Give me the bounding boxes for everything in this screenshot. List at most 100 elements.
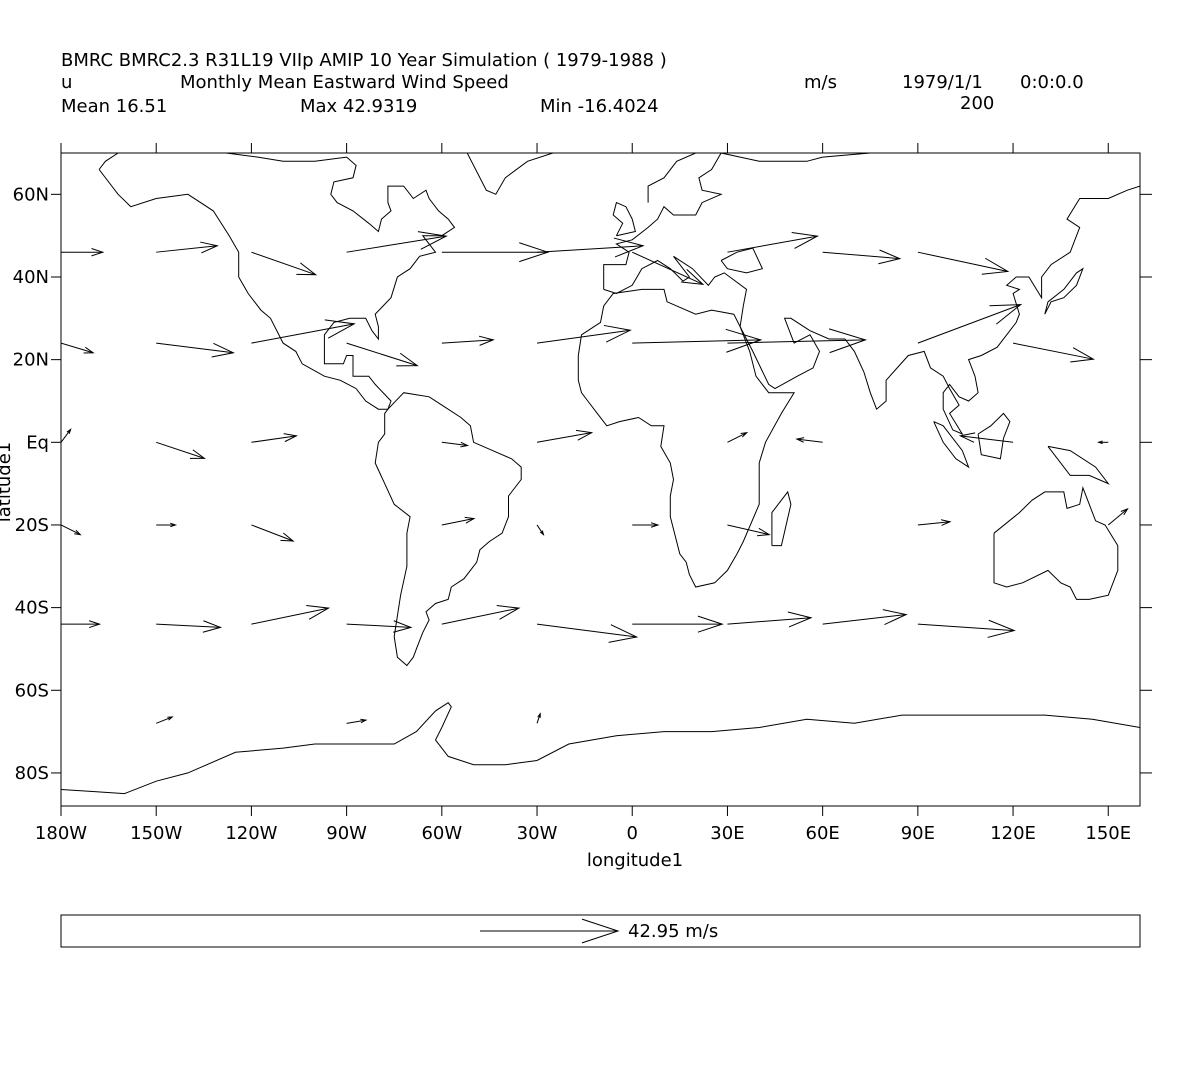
variable-name: u: [61, 72, 73, 93]
coastline-arabia-asia: [739, 185, 1140, 436]
wind-vector-5: [536, 237, 645, 258]
coastline-britain: [612, 201, 637, 237]
lat-tick-label: 60N: [13, 184, 49, 205]
wind-vector-45: [727, 611, 813, 628]
wind-vector-22: [251, 433, 298, 443]
wind-vector-32: [441, 516, 476, 526]
wind-vector-47: [917, 619, 1016, 638]
coastline-mediterranean-north: [603, 255, 748, 327]
wind-vector-18: [917, 303, 1023, 344]
wind-vector-39: [156, 620, 223, 633]
run-title: BMRC BMRC2.3 R31L19 VIIp AMIP 10 Year Si…: [61, 50, 667, 71]
coastline-antarctica: [61, 702, 1140, 795]
wind-vector-0: [61, 247, 105, 257]
wind-vector-1: [156, 241, 219, 254]
lat-tick-label: 80S: [15, 763, 49, 784]
units-label: m/s: [804, 72, 837, 93]
wind-vector-49: [346, 718, 368, 724]
wind-vector-29: [61, 524, 82, 536]
wind-vector-9: [917, 251, 1010, 275]
coastline-borneo: [977, 412, 1011, 460]
wind-vector-48: [156, 716, 174, 724]
lon-tick-label: 120W: [225, 823, 277, 844]
wind-vector-3: [346, 231, 448, 253]
wind-vector-25: [727, 431, 749, 443]
wind-vector-11: [156, 342, 235, 358]
wind-vector-50: [536, 712, 541, 724]
coastline-madagascar: [771, 490, 792, 547]
coastline-new-guinea: [1047, 445, 1110, 485]
wind-vectors: [61, 231, 1129, 724]
lon-tick-label: 120E: [990, 823, 1036, 844]
max-label: Max 42.9319: [300, 96, 418, 117]
lat-tick-label: Eq: [26, 432, 49, 453]
x-axis-title: longitude1: [587, 850, 683, 871]
lon-tick-label: 60W: [421, 823, 462, 844]
coastlines: [61, 153, 1140, 795]
wind-vector-23: [441, 441, 470, 448]
lon-tick-label: 150E: [1085, 823, 1131, 844]
lon-tick-label: 180W: [35, 823, 87, 844]
wind-vector-10: [61, 342, 95, 354]
wind-vector-42: [441, 605, 521, 625]
wind-vector-21: [156, 441, 206, 459]
level-label: 200: [960, 93, 995, 114]
mean-label: Mean 16.51: [61, 96, 168, 117]
lon-tick-label: 30W: [517, 823, 558, 844]
coastline-north-america: [98, 153, 456, 410]
coastline-japan: [1044, 267, 1084, 315]
lat-tick-label: 20N: [13, 350, 49, 371]
reference-vector-box: [60, 914, 1141, 948]
wind-vector-14: [441, 335, 495, 346]
wind-vector-30: [156, 522, 178, 528]
wind-vector-27: [958, 432, 1014, 443]
wind-vector-20: [61, 428, 72, 443]
wind-vector-33: [536, 524, 545, 536]
lon-tick-label: 60E: [806, 823, 840, 844]
coastline-greenland: [403, 153, 554, 195]
wind-vector-16: [632, 328, 763, 353]
wind-vector-46: [822, 609, 908, 626]
wind-vector-17: [727, 328, 867, 354]
wind-vector-38: [61, 620, 102, 629]
lat-tick-label: 40N: [13, 267, 49, 288]
coastline-africa: [577, 288, 795, 588]
date-label: 1979/1/1: [902, 72, 983, 93]
wind-vector-12: [251, 319, 356, 344]
wind-vector-40: [251, 605, 331, 625]
wind-vector-31: [251, 524, 295, 542]
coastline-scandinavia: [647, 153, 696, 203]
wind-vector-34: [632, 522, 660, 528]
wind-vector-4: [441, 242, 550, 263]
wind-vector-41: [346, 620, 413, 633]
lon-tick-label: 90W: [326, 823, 367, 844]
wind-vector-7: [727, 231, 819, 253]
lon-tick-label: 90E: [901, 823, 935, 844]
reference-arrow-shape: [480, 918, 620, 944]
wind-vector-37: [1107, 507, 1129, 526]
wind-vector-15: [536, 324, 632, 344]
wind-vector-13: [346, 342, 419, 367]
axis-ticks: 180W 150W 120W 90W 60W 30W 0 30E 60E 90E 120E 150E 6…: [13, 143, 1152, 844]
wind-vector-44: [632, 615, 724, 633]
map-frame: [60, 152, 1141, 807]
wind-vector-2: [251, 251, 318, 276]
wind-vector-24: [536, 429, 594, 443]
lon-tick-label: 0: [627, 823, 638, 844]
coastline-australia: [993, 485, 1119, 600]
coastline-eurasia: [603, 153, 1140, 290]
wind-vector-26: [795, 437, 823, 443]
coastline-sumatra: [933, 421, 970, 469]
lat-tick-label: 60S: [15, 680, 49, 701]
wind-vector-28: [1097, 440, 1109, 445]
lat-tick-label: 20S: [15, 515, 49, 536]
wind-vector-6: [632, 251, 705, 285]
y-axis-title: latitude1: [0, 442, 15, 523]
coastline-south-america: [374, 392, 522, 667]
reference-arrow: [480, 918, 620, 944]
wind-vector-19: [1012, 342, 1095, 363]
wind-vector-8: [822, 249, 902, 265]
lon-tick-label: 150W: [130, 823, 182, 844]
wind-vector-36: [917, 519, 952, 526]
variable-long-name: Monthly Mean Eastward Wind Speed: [180, 72, 509, 93]
